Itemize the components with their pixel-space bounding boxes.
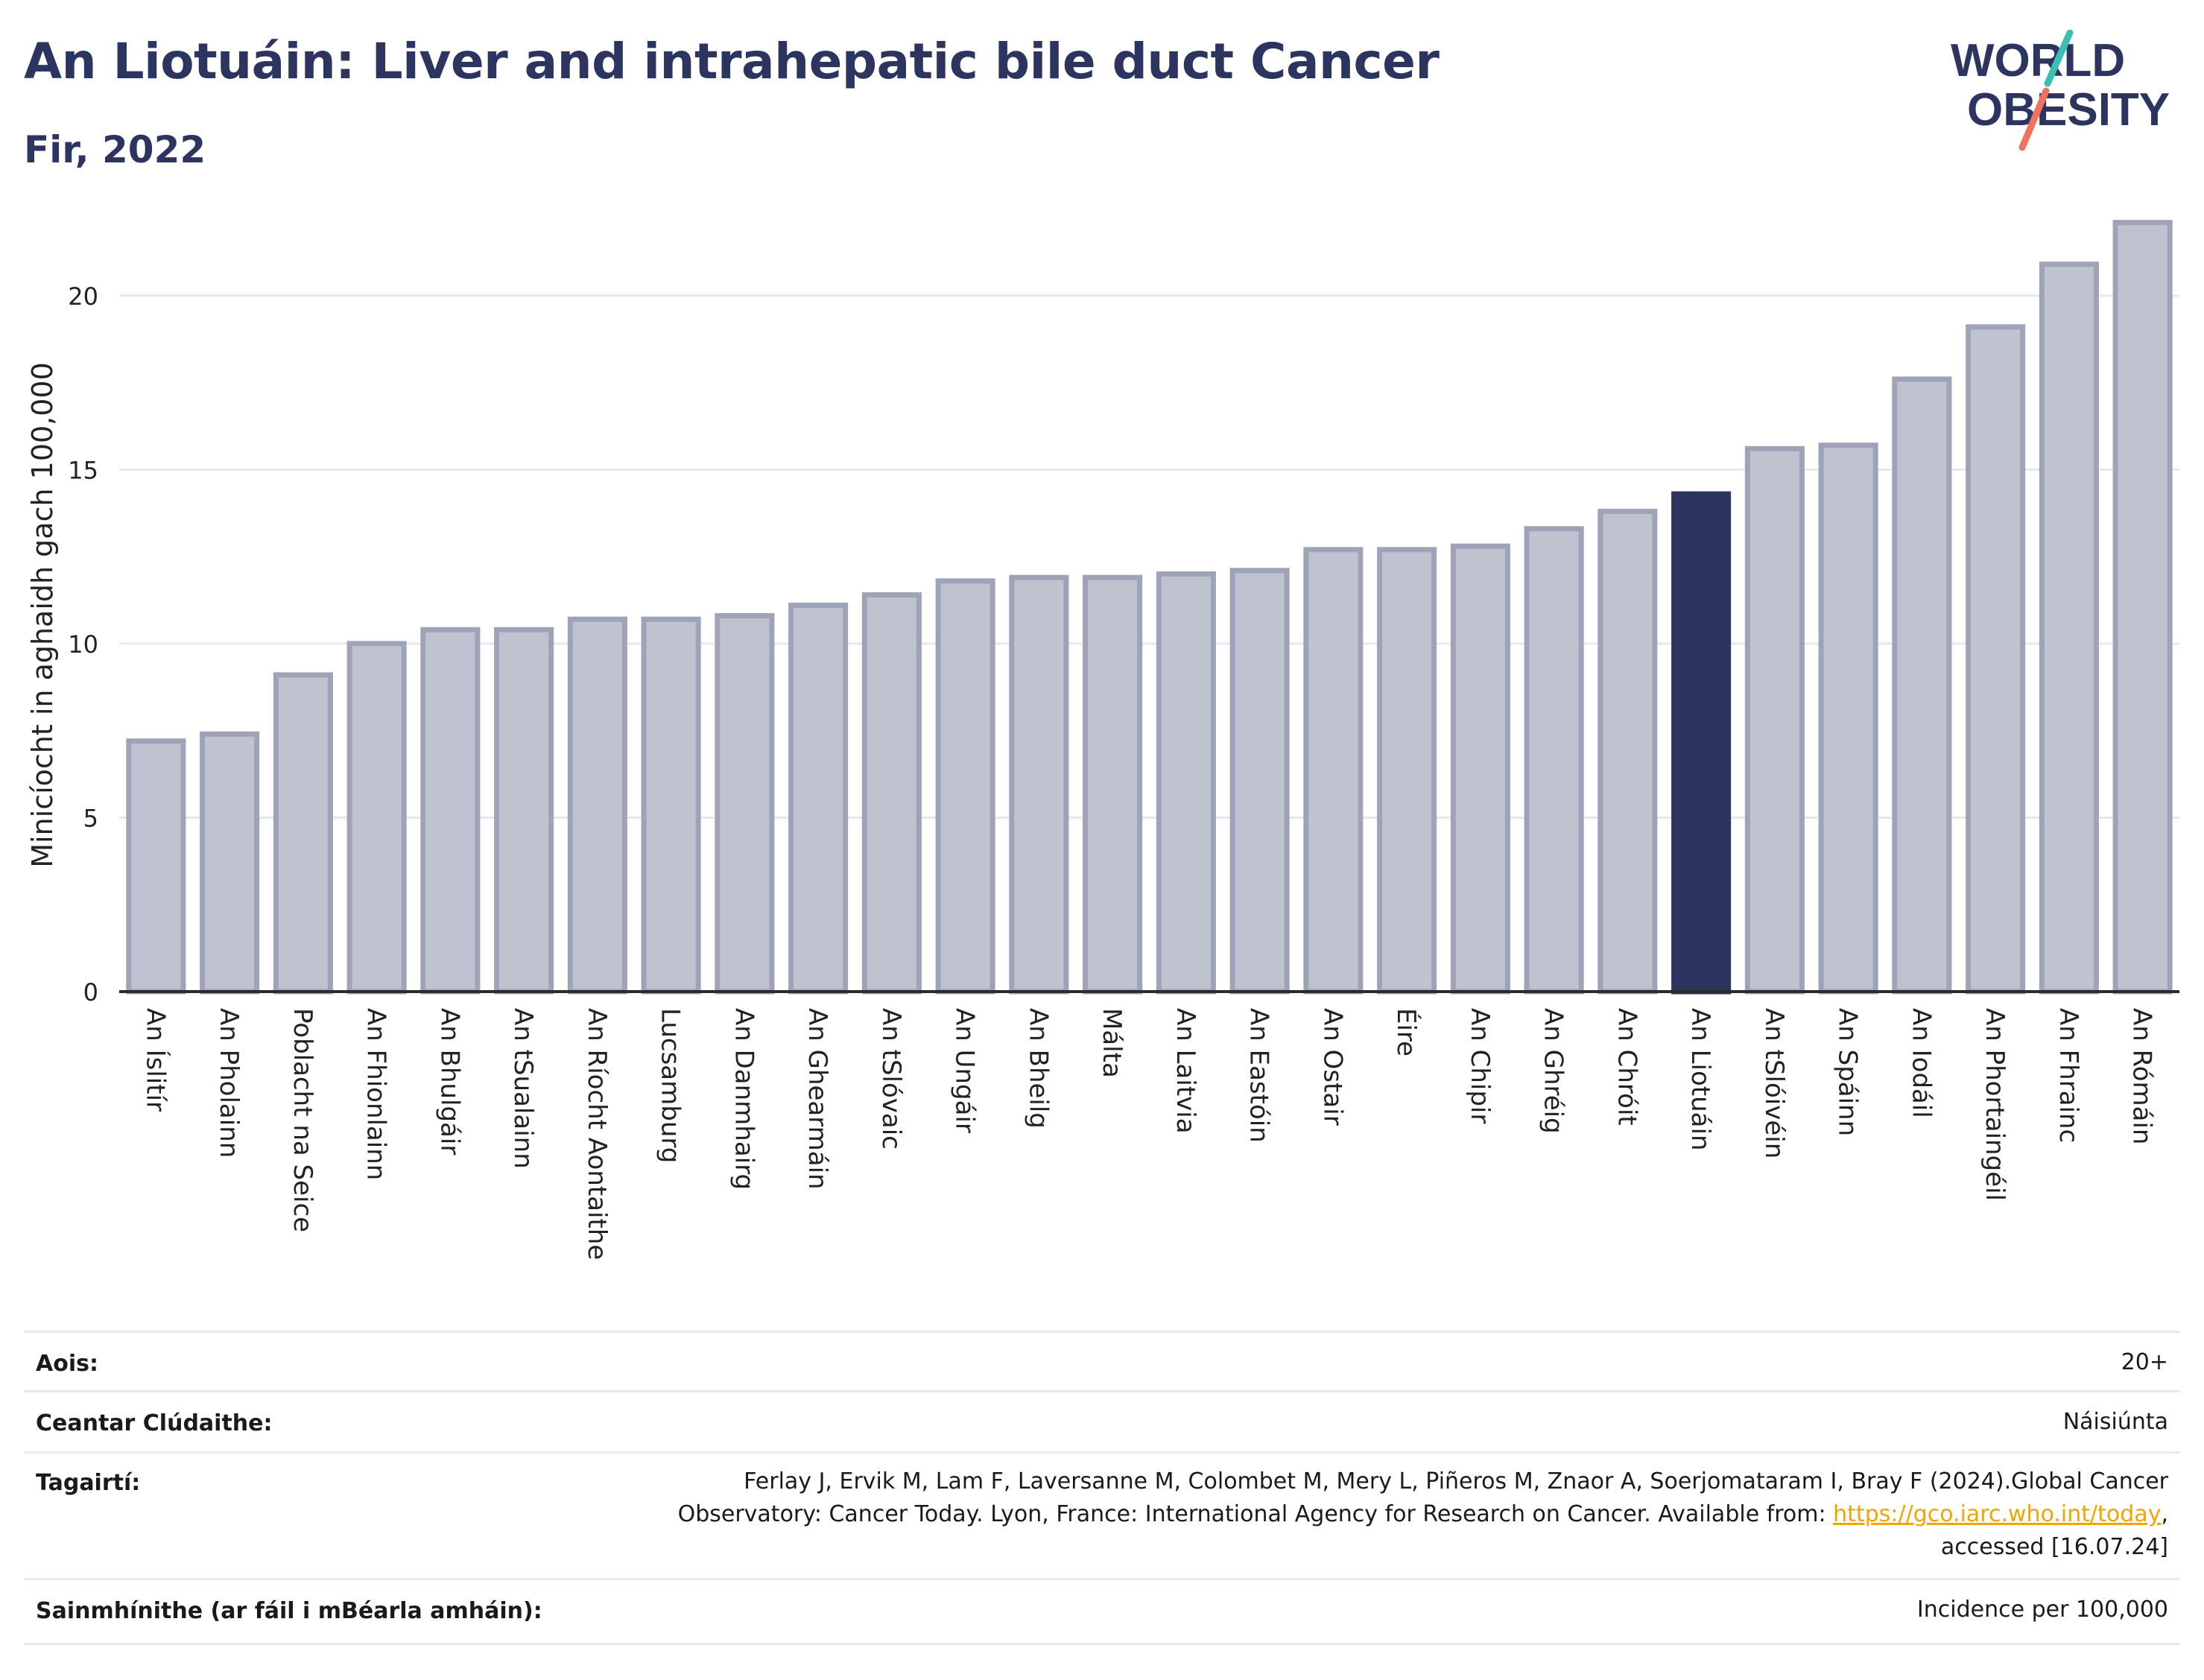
bar	[1009, 574, 1069, 995]
logo-line-2: OBESITY	[1967, 84, 2170, 136]
bar	[1597, 508, 1658, 995]
x-tick-label: An Chipir	[1465, 1008, 1495, 1123]
references-line-2-end: ,	[2161, 1501, 2168, 1527]
y-tick-label: 20	[68, 282, 98, 311]
references-line-1: Ferlay J, Ervik M, Lam F, Laversanne M, …	[744, 1468, 2168, 1494]
references-link[interactable]: https://gco.iarc.who.int/today	[1833, 1501, 2162, 1527]
logo-slash-coral	[2018, 87, 2050, 151]
bar	[935, 578, 995, 995]
x-tick-label: Éire	[1391, 1008, 1422, 1056]
bar	[126, 738, 186, 995]
y-tick-label: 0	[83, 978, 98, 1007]
meta-row-references: Tagairtí: Ferlay J, Ervik M, Lam F, Lave…	[24, 1451, 2180, 1580]
bar-chart: 0 5 10 15 20 Minicíocht in aghaidh gach 100,0…	[26, 220, 2179, 1260]
bar	[1377, 547, 1437, 995]
bar	[273, 672, 333, 995]
definitions-value: Incidence per 100,000	[1916, 1597, 2168, 1623]
x-tick-label: Málta	[1097, 1008, 1127, 1078]
bar	[1671, 491, 1732, 995]
x-tick-label: An Ríocht Aontaithe	[582, 1008, 612, 1260]
references-line-2: Observatory: Cancer Today. Lyon, France:…	[678, 1498, 2168, 1531]
references-line-3: accessed [16.07.24]	[1940, 1534, 2168, 1560]
bar	[1524, 526, 1584, 995]
bar	[1966, 324, 2026, 995]
x-tick-label: An Bhulgáir	[434, 1008, 464, 1155]
y-tick-label: 15	[68, 456, 98, 484]
meta-row-age: Aois: 20+	[24, 1331, 2180, 1392]
bar	[1083, 574, 1143, 995]
meta-row-coverage: Ceantar Clúdaithe: Náisiúnta	[24, 1390, 2180, 1452]
references-line-2-text: Observatory: Cancer Today. Lyon, France:…	[677, 1501, 1834, 1527]
logo-slash-teal	[2044, 30, 2074, 87]
bar	[346, 641, 407, 995]
x-tick-label: An Ungáir	[950, 1008, 980, 1133]
x-tick-label: An Danmhairg	[729, 1008, 759, 1190]
x-tick-label: An Fhrainc	[2053, 1008, 2083, 1143]
world-obesity-logo: WORLD OBESITY	[1951, 30, 2170, 151]
x-tick-label: An Chróit	[1612, 1008, 1641, 1126]
y-tick-label: 5	[83, 804, 98, 832]
x-tick-label: An tSlóvaic	[876, 1008, 906, 1150]
bar	[641, 616, 701, 995]
chart-title: An Liotuáin: Liver and intrahepatic bile…	[24, 33, 1440, 90]
x-tick-label: An Íslitír	[140, 1008, 171, 1112]
x-tick-label: Poblacht na Seice	[288, 1008, 317, 1232]
y-axis-label: Minicíocht in aghaidh gach 100,000	[26, 362, 59, 868]
bar	[2112, 220, 2173, 995]
age-label: Aois:	[36, 1351, 98, 1377]
bar	[861, 592, 922, 995]
references-text: Ferlay J, Ervik M, Lam F, Laversanne M, …	[678, 1465, 2168, 1564]
x-tick-label: Lucsamburg	[656, 1008, 685, 1163]
x-tick-label: An Rómáin	[2127, 1008, 2157, 1144]
bar	[200, 731, 260, 995]
x-tick-label: An Fhionlainn	[361, 1008, 391, 1180]
coverage-value: Náisiúnta	[2062, 1409, 2168, 1435]
x-tick-label: An Iodáil	[1906, 1008, 1936, 1118]
bar	[1303, 547, 1364, 995]
chart-subtitle: Fir, 2022	[24, 128, 206, 171]
bar	[1229, 568, 1290, 995]
x-tick-label: An Ghearmáin	[802, 1008, 832, 1190]
coverage-label: Ceantar Clúdaithe:	[36, 1410, 273, 1436]
x-tick-label: An Laitvia	[1171, 1008, 1200, 1134]
x-tick-label: An Bheilg	[1023, 1008, 1053, 1129]
bar	[420, 627, 481, 995]
x-tick-label: An Ostair	[1317, 1008, 1347, 1126]
y-tick-label: 10	[68, 630, 98, 659]
logo-line-1: WORLD	[1951, 35, 2125, 86]
bar	[1156, 571, 1216, 995]
bar	[788, 603, 849, 995]
x-tick-label: An Liotuáin	[1685, 1008, 1715, 1151]
meta-row-definitions: Sainmhínithe (ar fáil i mBéarla amháin):…	[24, 1578, 2180, 1645]
metadata-table: Aois: 20+ Ceantar Clúdaithe: Náisiúnta T…	[24, 1331, 2180, 1645]
bar	[1892, 376, 1952, 995]
x-tick-label: An Spáinn	[1833, 1008, 1863, 1136]
bar	[1818, 443, 1878, 995]
bar	[2039, 261, 2099, 995]
x-tick-label: An Phortaingéil	[1980, 1008, 2010, 1201]
bar	[715, 613, 775, 995]
bar	[1744, 446, 1805, 995]
definitions-label: Sainmhínithe (ar fáil i mBéarla amháin):	[36, 1598, 542, 1624]
x-tick-label: An Ghréig	[1539, 1008, 1568, 1134]
bar	[567, 616, 627, 995]
age-value: 20+	[2121, 1349, 2168, 1375]
bar	[1450, 543, 1510, 995]
bar	[494, 627, 554, 995]
x-tick-label: An tSlóivéin	[1759, 1008, 1789, 1158]
x-tick-label: An Pholainn	[214, 1008, 244, 1158]
references-label: Tagairtí:	[36, 1470, 141, 1496]
x-tick-label: An Eastóin	[1244, 1008, 1274, 1143]
x-tick-label: An tSualainn	[508, 1008, 538, 1169]
